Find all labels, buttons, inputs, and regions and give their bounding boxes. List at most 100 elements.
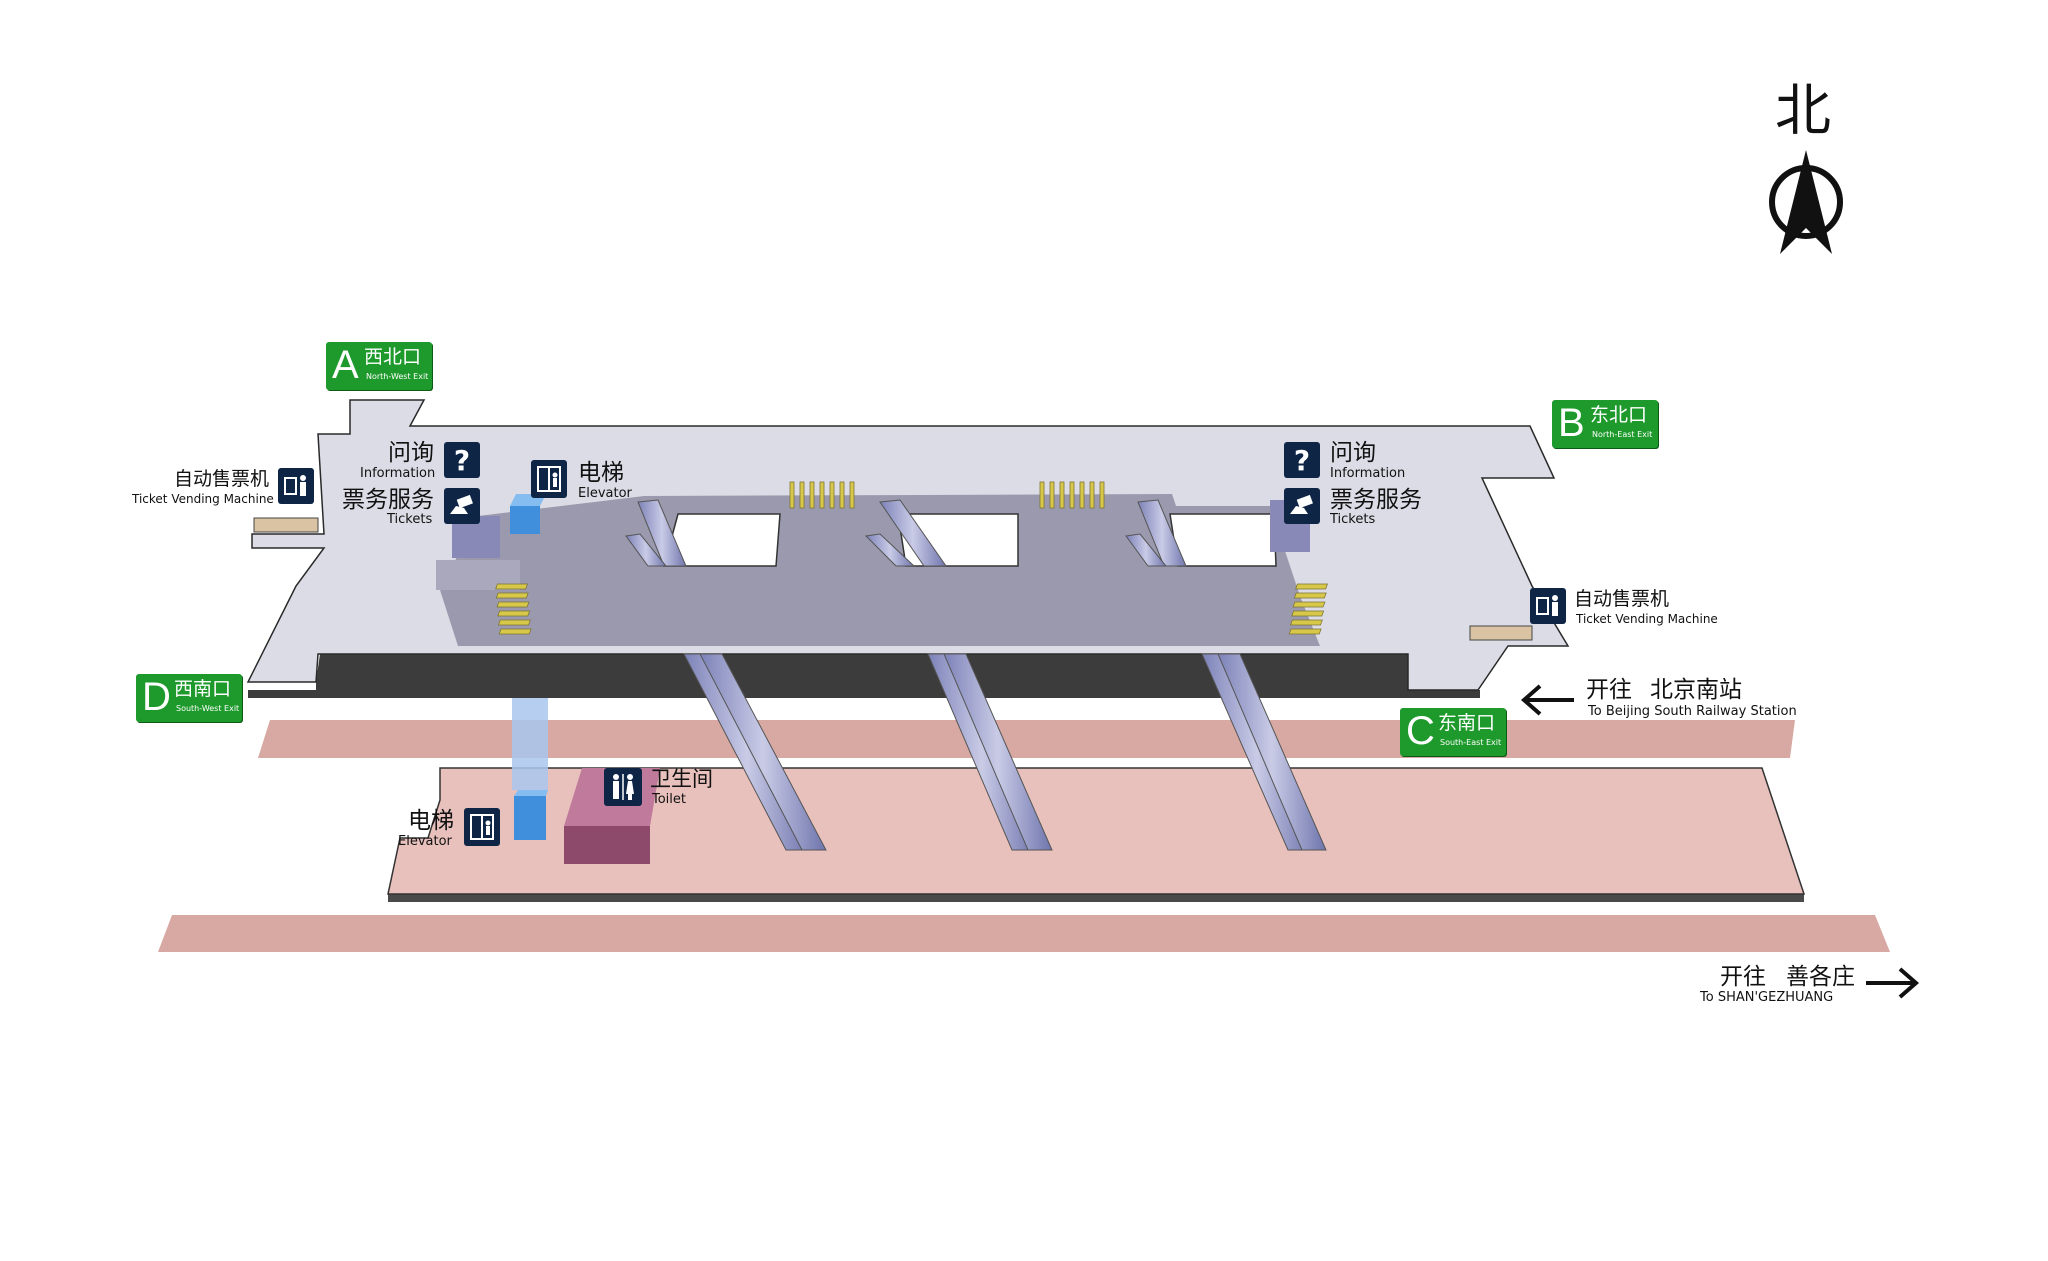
- exit-d-letter: D: [142, 675, 171, 719]
- fare-gate: [789, 481, 795, 509]
- ticket-machine-icon: [278, 468, 314, 504]
- info-west-label: 问询: [388, 440, 434, 466]
- concourse-side: [248, 654, 1480, 698]
- stair-void-3: [1169, 513, 1277, 567]
- stair-2-concourse: [1125, 499, 1187, 567]
- escalator-1: [683, 653, 827, 851]
- fare-gate: [1069, 481, 1075, 509]
- fare-gate: [1292, 601, 1326, 608]
- exit-d-english: South-West Exit: [176, 704, 240, 713]
- fare-gate: [1293, 592, 1327, 599]
- info-east-english: Information: [1330, 466, 1406, 481]
- arrow-left-icon: [1520, 684, 1574, 716]
- platform: [387, 767, 1806, 895]
- fare-gate: [1288, 628, 1322, 635]
- fare-gates: [495, 481, 1328, 635]
- elevator-concourse-label: 电梯: [578, 460, 624, 486]
- direction-east-prefix: 开往: [1720, 964, 1766, 990]
- fare-gate: [495, 583, 528, 590]
- direction-east-english: To SHAN'GEZHUANG: [1700, 990, 1834, 1005]
- exit-c-english: South-East Exit: [1440, 738, 1502, 747]
- stair-3-concourse: [625, 499, 687, 567]
- fare-gate: [1289, 619, 1323, 626]
- north-arrow-icon: [1769, 150, 1843, 254]
- info-west-english: Information: [360, 466, 436, 481]
- fare-gate: [1079, 481, 1085, 509]
- ticket-machine-icon: [1530, 588, 1566, 624]
- exit-a-english: North-West Exit: [366, 372, 429, 381]
- escalator-2: [927, 653, 1053, 851]
- fare-gate: [839, 481, 845, 509]
- exit-a-badge: A 西北口 North-West Exit: [326, 342, 432, 390]
- exit-b-english: North-East Exit: [1592, 430, 1653, 439]
- exit-c-name: 东南口: [1438, 712, 1496, 734]
- exit-a-name: 西北口: [364, 346, 422, 368]
- tvm-east: [1469, 625, 1533, 641]
- exit-b-letter: B: [1558, 401, 1585, 445]
- exit-c-letter: C: [1406, 709, 1435, 753]
- exit-b-name: 东北口: [1590, 404, 1648, 426]
- platform-side: [388, 894, 1804, 902]
- elevator-platform-english: Elevator: [398, 834, 452, 849]
- tvm-west-english: Ticket Vending Machine: [132, 492, 274, 506]
- fare-gate: [849, 481, 855, 509]
- paid-area-west-strip: [436, 560, 520, 590]
- fare-gate: [1295, 583, 1328, 590]
- north-label: 北: [1775, 79, 1831, 144]
- track-south: [158, 915, 1890, 952]
- toilet-icon: [604, 768, 642, 806]
- elevator-icon: [531, 460, 567, 498]
- question-icon: ?: [1284, 442, 1320, 478]
- fare-gate: [497, 619, 531, 626]
- fare-gate: [497, 610, 531, 617]
- fare-gate: [799, 481, 805, 509]
- direction-west-prefix: 开往: [1586, 677, 1632, 703]
- exit-b-badge: B 东北口 North-East Exit: [1552, 400, 1658, 448]
- track-north: [258, 720, 1795, 758]
- tvm-east-label: 自动售票机: [1574, 588, 1670, 610]
- exit-c-badge: C 东南口 South-East Exit: [1400, 708, 1506, 756]
- tvm-west-label: 自动售票机: [174, 468, 270, 490]
- escalator-3: [1201, 653, 1327, 851]
- ticket-hand-icon: [444, 488, 480, 524]
- elevator-icon: [464, 808, 500, 846]
- info-east-label: 问询: [1330, 440, 1376, 466]
- fare-gate: [495, 592, 529, 599]
- fare-gate: [1039, 481, 1045, 509]
- elevator-cab-concourse: [510, 506, 540, 534]
- toilet-label: 卫生间: [650, 767, 713, 791]
- fare-gate: [496, 601, 530, 608]
- fare-gate: [829, 481, 835, 509]
- tickets-west-english: Tickets: [387, 512, 433, 527]
- fare-gate: [1049, 481, 1055, 509]
- exit-d-badge: D 西南口 South-West Exit: [136, 674, 242, 722]
- elevator-concourse-english: Elevator: [578, 486, 632, 501]
- fare-gate: [809, 481, 815, 509]
- tickets-west-label: 票务服务: [342, 487, 434, 513]
- fare-gate: [1291, 610, 1325, 617]
- fare-gate: [498, 628, 532, 635]
- elevator-cab-platform: [514, 796, 546, 840]
- question-icon: ?: [444, 442, 480, 478]
- tvm-east-english: Ticket Vending Machine: [1576, 612, 1718, 626]
- tickets-east-english: Tickets: [1330, 512, 1376, 527]
- fare-gate: [1089, 481, 1095, 509]
- fare-gate: [1059, 481, 1065, 509]
- elevator-cab-platform-top: [514, 790, 548, 796]
- tvm-west: [253, 517, 319, 533]
- exit-d-name: 西南口: [174, 678, 232, 700]
- direction-west-dest: 北京南站: [1650, 677, 1742, 703]
- toilet-english: Toilet: [652, 792, 687, 807]
- elevator-platform-label: 电梯: [408, 808, 454, 834]
- toilet-block: [564, 826, 650, 864]
- direction-east-dest: 善各庄: [1786, 964, 1855, 990]
- stair-1-concourse: [864, 499, 947, 567]
- exit-a-letter: A: [332, 343, 359, 387]
- fare-gate: [819, 481, 825, 509]
- fare-gate: [1099, 481, 1105, 509]
- ticket-hand-icon: [1284, 488, 1320, 524]
- tickets-east-label: 票务服务: [1330, 487, 1422, 513]
- arrow-right-icon: [1866, 967, 1920, 999]
